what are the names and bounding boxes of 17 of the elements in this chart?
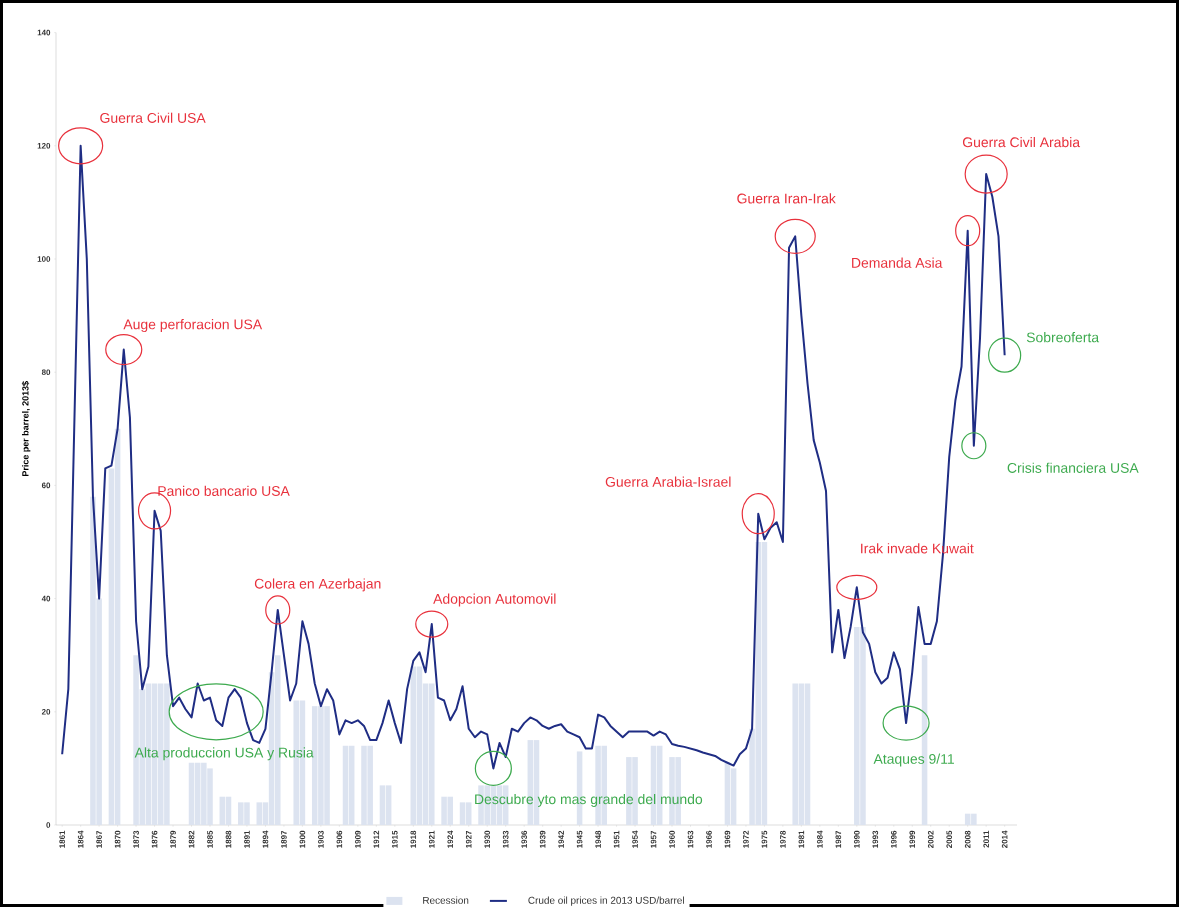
annotation: Alta produccion USA y Rusia (134, 747, 314, 761)
annotation: Guerra Arabia-Israel (605, 476, 731, 487)
annotation: Sobreoferta (1026, 332, 1100, 343)
annotation: Auge perforacion USA (123, 319, 263, 333)
annotation: Descubre yto mas grande del mundo (475, 793, 703, 807)
legend-label: Crude oil prices in 2013 USD/barrel (528, 896, 684, 906)
annotation: Guerra Iran-Irak (737, 193, 836, 204)
annotation: Crisis financiera USA (1007, 462, 1139, 473)
annotation: Panico bancario USA (158, 485, 290, 496)
annotation: Ataques 9/11 (873, 753, 954, 767)
annotation: Guerra Civil Arabia (962, 136, 1081, 148)
annotation: Adopcion Automovil (433, 593, 556, 607)
legend-label: Recession (423, 896, 469, 904)
y-axis-title: Price per barrel, 2013$ (21, 381, 31, 477)
annotation: Guerra Civil USA (100, 112, 206, 123)
annotation: Demanda Asia (852, 257, 943, 268)
annotation: Colera en Azerbajan (254, 578, 381, 592)
